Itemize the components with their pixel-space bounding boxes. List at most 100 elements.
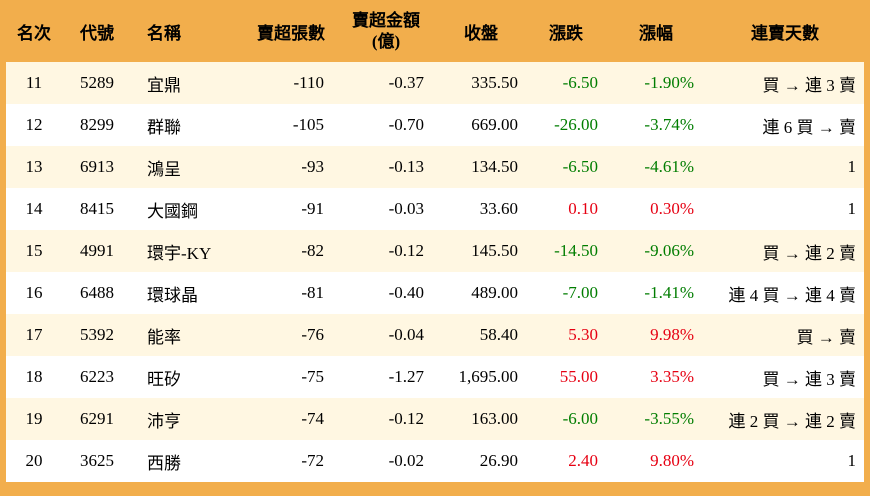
table-row[interactable]: 20 3625 西勝 -72 -0.02 26.90 2.40 9.80% 1 — [6, 440, 864, 482]
cell-streak: 買 → 連 2 賣 — [706, 230, 864, 272]
cell-rank: 12 — [6, 104, 62, 146]
cell-streak: 連 6 買 → 賣 — [706, 104, 864, 146]
cell-code: 6913 — [62, 146, 132, 188]
table-row[interactable]: 15 4991 環宇-KY -82 -0.12 145.50 -14.50 -9… — [6, 230, 864, 272]
table-row[interactable]: 17 5392 能率 -76 -0.04 58.40 5.30 9.98% 買 … — [6, 314, 864, 356]
header-close: 收盤 — [464, 23, 498, 43]
cell-streak: 買 → 連 3 賣 — [706, 356, 864, 398]
cell-streak: 1 — [706, 188, 864, 230]
cell-code: 6223 — [62, 356, 132, 398]
cell-sell-amount: -1.27 — [336, 356, 436, 398]
cell-sell-volume: -110 — [246, 62, 336, 104]
cell-change: -6.50 — [526, 62, 606, 104]
cell-change-pct: -9.06% — [606, 230, 706, 272]
cell-code: 6291 — [62, 398, 132, 440]
cell-change-pct: -4.61% — [606, 146, 706, 188]
cell-change: -7.00 — [526, 272, 606, 314]
cell-sell-amount: -0.02 — [336, 440, 436, 482]
cell-name: 沛亨 — [132, 398, 246, 440]
header-row: 名次 代號 名稱 賣超張數 賣超金額 (億) 收盤 漲跌 漲幅 連賣天數 — [6, 0, 864, 62]
cell-close: 33.60 — [436, 188, 526, 230]
header-sell-amount-line2: (億) — [371, 32, 401, 51]
cell-change-pct: -1.41% — [606, 272, 706, 314]
header-sell-volume: 賣超張數 — [257, 23, 325, 43]
header-change: 漲跌 — [549, 23, 583, 43]
cell-close: 58.40 — [436, 314, 526, 356]
cell-sell-amount: -0.03 — [336, 188, 436, 230]
cell-close: 669.00 — [436, 104, 526, 146]
cell-sell-volume: -91 — [246, 188, 336, 230]
cell-sell-amount: -0.37 — [336, 62, 436, 104]
cell-sell-volume: -75 — [246, 356, 336, 398]
cell-sell-volume: -105 — [246, 104, 336, 146]
sell-over-ranking-table: 名次 代號 名稱 賣超張數 賣超金額 (億) 收盤 漲跌 漲幅 連賣天數 11 … — [6, 0, 864, 482]
cell-change: -26.00 — [526, 104, 606, 146]
cell-sell-amount: -0.12 — [336, 230, 436, 272]
cell-rank: 11 — [6, 62, 62, 104]
cell-rank: 15 — [6, 230, 62, 272]
table-body: 11 5289 宜鼎 -110 -0.37 335.50 -6.50 -1.90… — [6, 62, 864, 482]
cell-code: 3625 — [62, 440, 132, 482]
cell-close: 145.50 — [436, 230, 526, 272]
cell-sell-volume: -81 — [246, 272, 336, 314]
cell-close: 1,695.00 — [436, 356, 526, 398]
cell-rank: 20 — [6, 440, 62, 482]
cell-change: -6.00 — [526, 398, 606, 440]
cell-rank: 18 — [6, 356, 62, 398]
cell-name: 鴻呈 — [132, 146, 246, 188]
cell-change-pct: 0.30% — [606, 188, 706, 230]
cell-name: 能率 — [132, 314, 246, 356]
header-change-pct: 漲幅 — [639, 23, 673, 43]
cell-change-pct: -1.90% — [606, 62, 706, 104]
cell-change-pct: 9.80% — [606, 440, 706, 482]
cell-streak: 買 → 賣 — [706, 314, 864, 356]
cell-change-pct: -3.55% — [606, 398, 706, 440]
table-row[interactable]: 16 6488 環球晶 -81 -0.40 489.00 -7.00 -1.41… — [6, 272, 864, 314]
cell-name: 宜鼎 — [132, 62, 246, 104]
cell-change: 0.10 — [526, 188, 606, 230]
cell-sell-volume: -76 — [246, 314, 336, 356]
cell-sell-amount: -0.04 — [336, 314, 436, 356]
table-row[interactable]: 18 6223 旺矽 -75 -1.27 1,695.00 55.00 3.35… — [6, 356, 864, 398]
header-sell-amount-line1: 賣超金額 — [352, 11, 420, 30]
cell-sell-volume: -74 — [246, 398, 336, 440]
table-row[interactable]: 19 6291 沛亨 -74 -0.12 163.00 -6.00 -3.55%… — [6, 398, 864, 440]
cell-sell-volume: -72 — [246, 440, 336, 482]
table-row[interactable]: 12 8299 群聯 -105 -0.70 669.00 -26.00 -3.7… — [6, 104, 864, 146]
cell-name: 環球晶 — [132, 272, 246, 314]
cell-name: 西勝 — [132, 440, 246, 482]
cell-name: 群聯 — [132, 104, 246, 146]
cell-close: 163.00 — [436, 398, 526, 440]
cell-sell-amount: -0.12 — [336, 398, 436, 440]
header-name: 名稱 — [147, 23, 181, 43]
cell-sell-volume: -82 — [246, 230, 336, 272]
cell-code: 5392 — [62, 314, 132, 356]
header-code: 代號 — [80, 23, 114, 43]
cell-change: -14.50 — [526, 230, 606, 272]
cell-change-pct: -3.74% — [606, 104, 706, 146]
cell-code: 8415 — [62, 188, 132, 230]
cell-change: -6.50 — [526, 146, 606, 188]
table-row[interactable]: 13 6913 鴻呈 -93 -0.13 134.50 -6.50 -4.61%… — [6, 146, 864, 188]
cell-rank: 13 — [6, 146, 62, 188]
cell-code: 4991 — [62, 230, 132, 272]
cell-sell-amount: -0.40 — [336, 272, 436, 314]
sell-over-ranking-page: 名次 代號 名稱 賣超張數 賣超金額 (億) 收盤 漲跌 漲幅 連賣天數 11 … — [6, 0, 864, 482]
cell-streak: 買 → 連 3 賣 — [706, 62, 864, 104]
cell-change-pct: 9.98% — [606, 314, 706, 356]
cell-change: 5.30 — [526, 314, 606, 356]
cell-code: 5289 — [62, 62, 132, 104]
table-row[interactable]: 11 5289 宜鼎 -110 -0.37 335.50 -6.50 -1.90… — [6, 62, 864, 104]
cell-name: 大國鋼 — [132, 188, 246, 230]
cell-sell-volume: -93 — [246, 146, 336, 188]
cell-streak: 連 2 買 → 連 2 賣 — [706, 398, 864, 440]
table-row[interactable]: 14 8415 大國鋼 -91 -0.03 33.60 0.10 0.30% 1 — [6, 188, 864, 230]
cell-rank: 16 — [6, 272, 62, 314]
cell-close: 489.00 — [436, 272, 526, 314]
cell-streak: 1 — [706, 146, 864, 188]
cell-change: 55.00 — [526, 356, 606, 398]
header-streak: 連賣天數 — [751, 23, 819, 43]
table-header: 名次 代號 名稱 賣超張數 賣超金額 (億) 收盤 漲跌 漲幅 連賣天數 — [6, 0, 864, 62]
cell-change-pct: 3.35% — [606, 356, 706, 398]
cell-close: 26.90 — [436, 440, 526, 482]
